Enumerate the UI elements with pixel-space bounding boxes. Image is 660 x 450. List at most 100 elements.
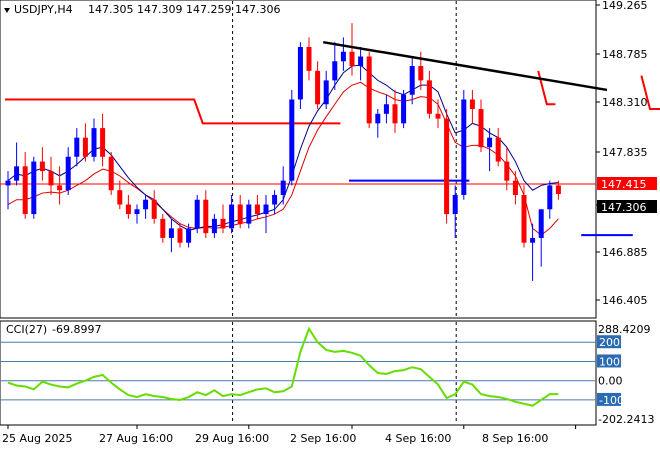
cci-level-label: 0.00 xyxy=(598,375,623,388)
cci-plot xyxy=(0,322,596,424)
resistance-step-line xyxy=(5,98,341,125)
candle xyxy=(203,190,209,238)
candle-body xyxy=(504,161,510,181)
candle-body xyxy=(91,128,97,157)
bid-tag-bg xyxy=(597,176,657,190)
candle-body xyxy=(358,56,364,67)
candle-body xyxy=(211,218,217,234)
candle-body xyxy=(452,194,458,215)
cci-plot-frame xyxy=(0,320,597,426)
candle xyxy=(461,89,467,200)
symbol-header: USDJPY,H4 147.305 147.309 147.259 147.30… xyxy=(4,3,280,16)
candle-body xyxy=(143,199,149,210)
candle-body xyxy=(478,109,484,148)
candle xyxy=(108,152,114,195)
cci-level-tag-text: 200 xyxy=(599,336,620,349)
cci-level-tag-bg xyxy=(597,354,621,368)
cci-level-tag-text: 100 xyxy=(599,355,620,368)
candle xyxy=(315,61,321,110)
x-tick-label: 25 Aug 2025 xyxy=(2,432,72,445)
candle-body xyxy=(125,204,131,215)
candle xyxy=(469,89,475,124)
candle xyxy=(229,194,235,234)
candle-body xyxy=(5,180,11,186)
candle xyxy=(117,180,123,210)
candle-body xyxy=(547,185,553,210)
candle-body xyxy=(186,228,192,243)
candle xyxy=(91,118,97,162)
collapse-triangle-icon[interactable] xyxy=(4,8,10,13)
candle-body xyxy=(555,185,561,195)
candle xyxy=(495,128,501,167)
upper-step-line xyxy=(640,75,660,111)
candle xyxy=(452,185,458,238)
candle xyxy=(349,23,355,76)
candle-body xyxy=(134,209,140,215)
bid-tag-text: 147.415 xyxy=(601,178,647,191)
candle xyxy=(547,180,553,219)
y-tick-label: 146.885 xyxy=(602,246,648,259)
cci-value: -69.8997 xyxy=(52,323,101,336)
candle-body xyxy=(538,209,544,238)
candle xyxy=(237,194,243,229)
candle xyxy=(263,194,269,234)
cci-top-label: 288.4209 xyxy=(598,323,651,336)
candle xyxy=(306,37,312,81)
candle-body xyxy=(349,51,355,67)
candle-body xyxy=(383,104,389,114)
candle-body xyxy=(272,194,278,205)
candle-body xyxy=(263,204,269,215)
candle xyxy=(22,152,28,219)
candle xyxy=(358,46,364,81)
x-tick-label: 2 Sep 16:00 xyxy=(290,432,356,445)
candle xyxy=(272,190,278,215)
candle xyxy=(478,99,484,152)
candle xyxy=(186,223,192,248)
time-axis[interactable]: 25 Aug 2025 27 Aug 16:00 29 Aug 16:00 2 Sep… xyxy=(2,425,577,445)
candle-body xyxy=(237,204,243,224)
candle xyxy=(143,194,149,219)
candle xyxy=(409,56,415,105)
candle xyxy=(504,147,510,191)
candle-body xyxy=(22,166,28,215)
candle xyxy=(5,171,11,210)
candle xyxy=(254,194,260,219)
candle xyxy=(297,42,303,110)
candle xyxy=(392,89,398,133)
candle xyxy=(151,190,157,224)
candle-body xyxy=(254,204,260,215)
candle-body xyxy=(151,199,157,219)
candle-body xyxy=(435,113,441,119)
candle-body xyxy=(469,99,475,110)
candle xyxy=(168,218,174,253)
candle xyxy=(57,166,63,205)
candle-body xyxy=(375,113,381,124)
candle-body xyxy=(194,199,200,229)
candle-body xyxy=(65,156,71,191)
candle-body xyxy=(280,180,286,195)
cci-label: CCI(27) xyxy=(6,323,47,336)
candle xyxy=(125,194,131,219)
candle-body xyxy=(409,66,415,95)
x-tick-label: 29 Aug 16:00 xyxy=(195,432,269,445)
candle xyxy=(444,109,450,224)
candle xyxy=(39,147,45,181)
cci-level-tag-text: -100 xyxy=(599,394,624,407)
price-axis[interactable]: 149.265148.785148.310147.835147.355146.8… xyxy=(596,0,657,307)
cci-level-tag-bg xyxy=(597,335,621,349)
candle xyxy=(65,147,71,195)
candle xyxy=(340,37,346,71)
candle-body xyxy=(82,137,88,157)
candle-body xyxy=(512,180,518,195)
candle-body xyxy=(203,199,209,234)
candle xyxy=(280,166,286,205)
candle-body xyxy=(426,80,432,114)
candle xyxy=(512,171,518,205)
candle xyxy=(48,156,54,195)
y-tick-label: 149.265 xyxy=(602,0,648,12)
candle-body xyxy=(392,104,398,124)
candle-body xyxy=(117,190,123,205)
candle-body xyxy=(108,156,114,191)
